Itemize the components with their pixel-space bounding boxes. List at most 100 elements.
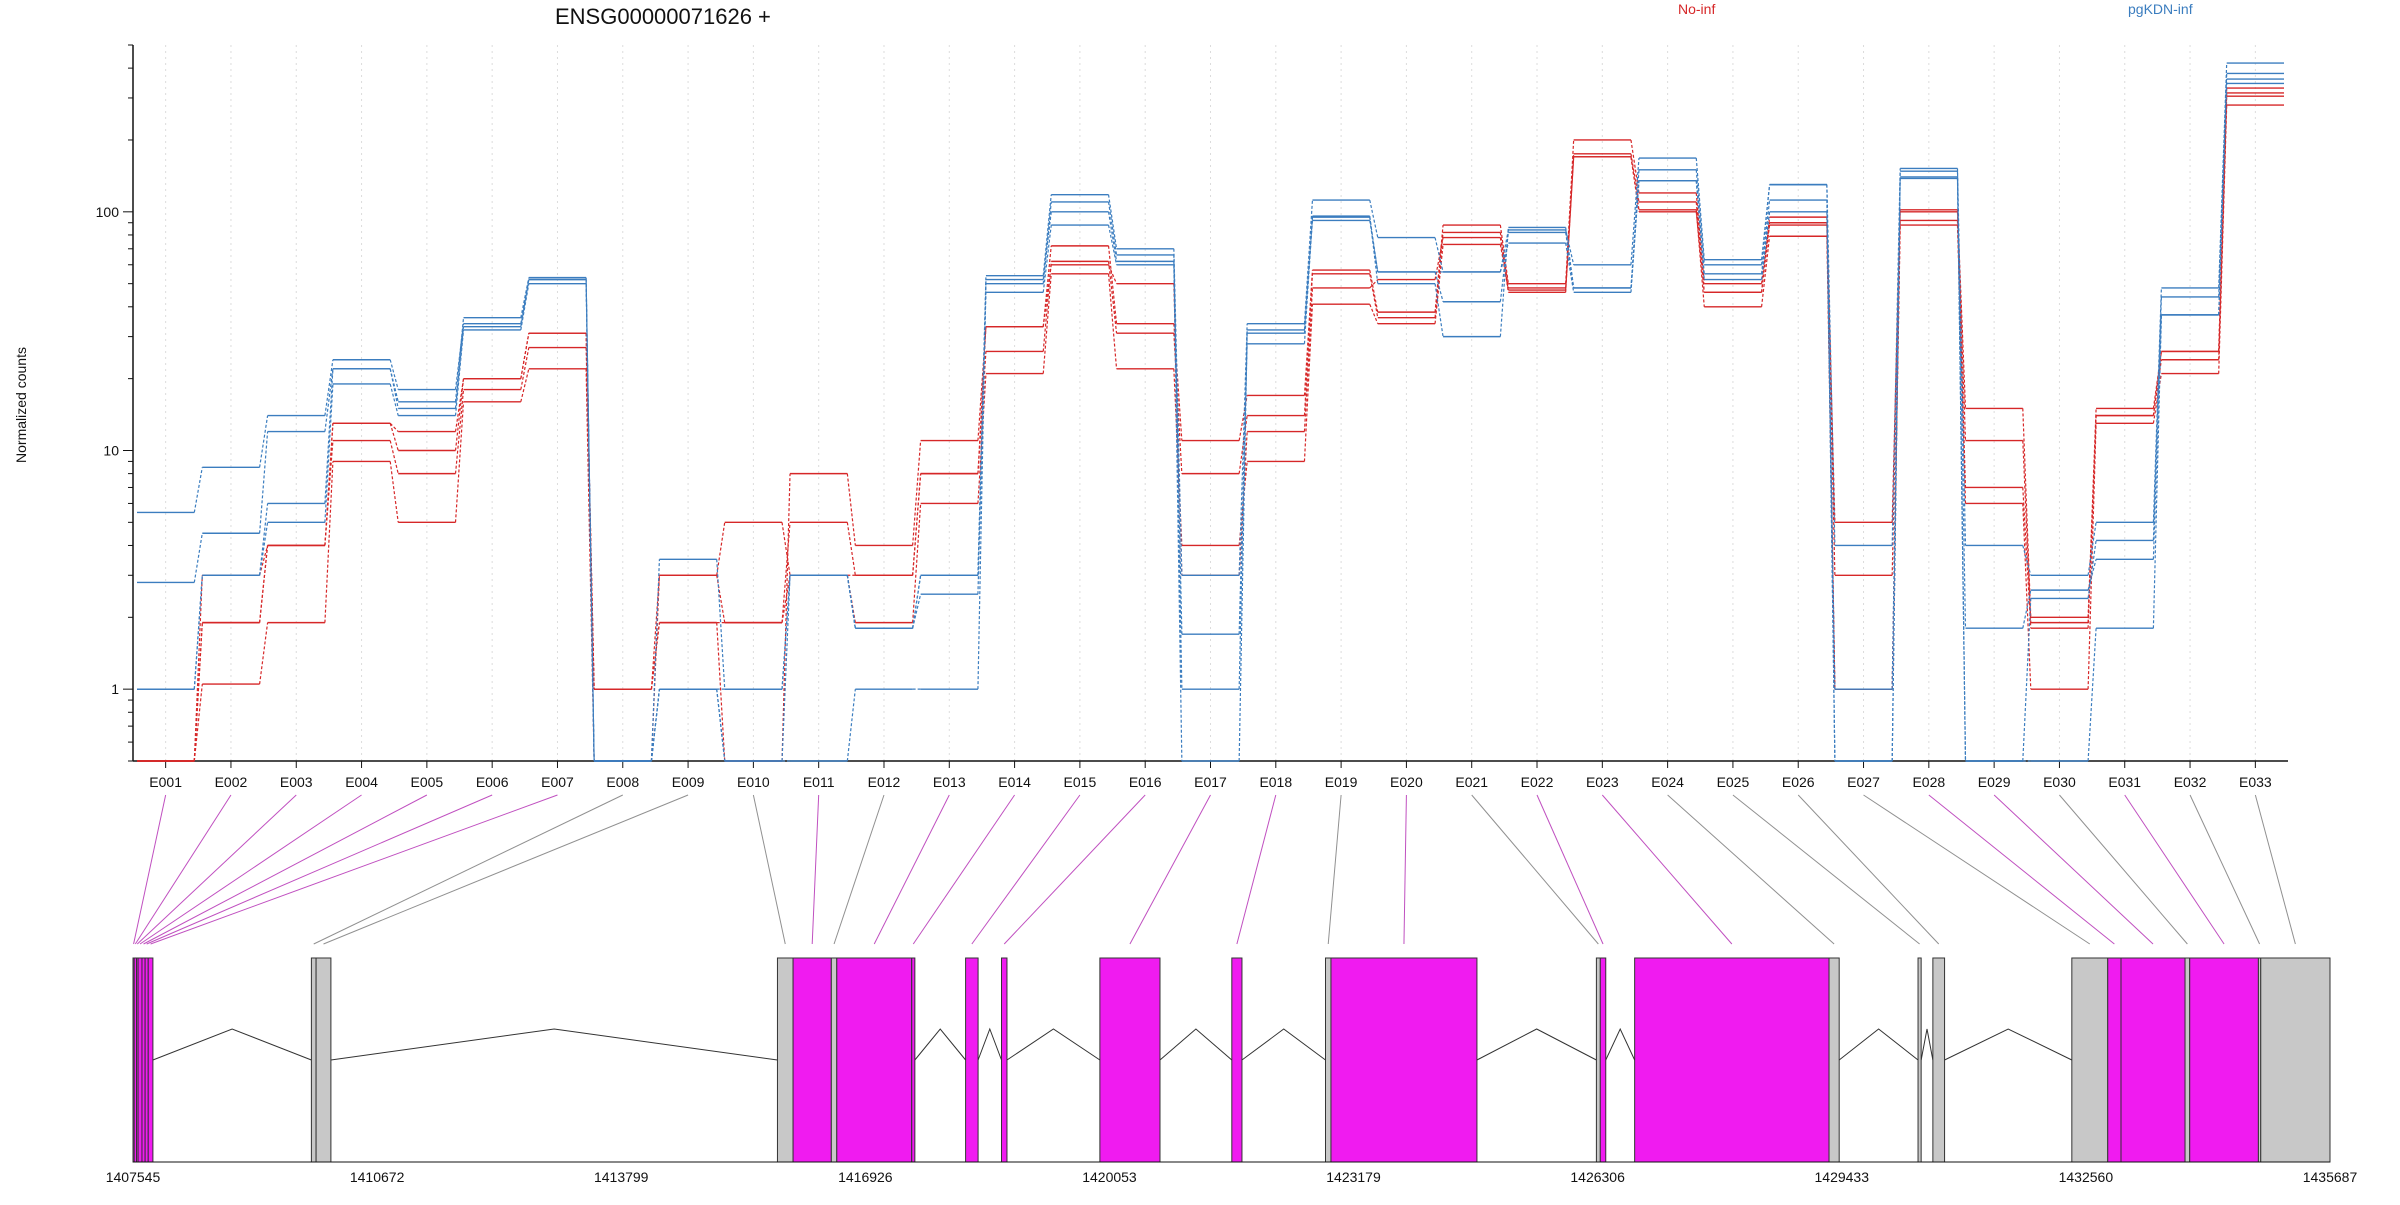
intron-line: [1838, 1028, 1919, 1061]
exon-connector: [139, 794, 362, 945]
exon-connector: [873, 794, 950, 945]
series-transition: [2087, 423, 2097, 690]
exon-box: [1828, 957, 1840, 1163]
exon-connector: [2124, 794, 2225, 945]
series-transition: [1565, 227, 1575, 288]
series-transition: [259, 522, 269, 576]
series-transition: [2022, 545, 2032, 576]
chart-title: ENSG00000071626 +: [555, 4, 771, 29]
series-transition: [1042, 194, 1052, 276]
series-transition: [1173, 264, 1183, 762]
series-transition: [1369, 269, 1379, 313]
x-tick-label: E011: [803, 774, 835, 790]
series-transition: [259, 415, 269, 468]
series-transition: [2087, 415, 2097, 629]
series-transition: [454, 389, 465, 474]
series-transition: [585, 333, 595, 690]
series-transition: [716, 622, 726, 762]
series-transition: [1760, 225, 1771, 293]
series-transition: [650, 559, 661, 762]
x-tick-label: E025: [1717, 774, 1750, 790]
x-tick-label: E007: [541, 774, 574, 790]
exon-connector: [143, 794, 428, 945]
series-transition: [650, 689, 661, 762]
series-transition: [912, 473, 922, 576]
series-transition: [324, 359, 334, 416]
genome-coordinate-label: 1429433: [1815, 1169, 1870, 1185]
exon-connector: [1928, 794, 2115, 945]
exon-box: [147, 957, 154, 1163]
series-transition: [1173, 333, 1183, 474]
exon-connector: [2254, 794, 2296, 945]
x-tick-label: E021: [1455, 774, 1488, 790]
genome-coordinate-label: 1416926: [838, 1169, 893, 1185]
series-transition: [1107, 201, 1118, 255]
series-transition: [912, 575, 922, 629]
series-transition: [781, 575, 791, 690]
exon-connector: [133, 794, 167, 945]
x-tick-label: E031: [2108, 774, 2141, 790]
series-line: [137, 92, 2284, 762]
genome-coordinate-label: 1410672: [350, 1169, 405, 1185]
intron-line: [977, 1027, 1002, 1061]
series-transition: [389, 359, 399, 390]
x-tick-label: E015: [1064, 774, 1097, 790]
series-transition: [846, 689, 856, 762]
exon-box: [2120, 957, 2186, 1163]
exon-connector: [313, 794, 623, 945]
y-tick-label: 100: [96, 204, 120, 220]
series-transition: [1434, 271, 1444, 302]
x-tick-label: E017: [1194, 774, 1227, 790]
intron-line: [1006, 1028, 1101, 1061]
series-transition: [1695, 169, 1705, 265]
series-transition: [1695, 192, 1705, 284]
series-transition: [1042, 273, 1052, 374]
series-transition: [1826, 211, 1836, 690]
series-transition: [454, 323, 465, 390]
x-tick-label: E010: [737, 774, 770, 790]
series-transition: [454, 326, 465, 409]
series-transition: [1695, 211, 1705, 293]
series-transition: [1369, 220, 1379, 273]
exon-connector: [1003, 794, 1146, 945]
exon-connector: [1863, 794, 2091, 945]
exon-box: [1099, 957, 1161, 1163]
exon-box: [1231, 957, 1243, 1163]
series-transition: [912, 594, 922, 629]
exon-connector: [1667, 794, 1835, 945]
series-transition: [2022, 440, 2032, 623]
series-transition: [2152, 314, 2162, 560]
series-transition: [389, 368, 399, 409]
gene-model: 1407545 1410672 1413799 1416926 1420053 14231…: [106, 957, 2357, 1185]
exon-connector: [971, 794, 1081, 945]
y-tick-label: 1: [111, 681, 119, 697]
x-tick-label: E032: [2174, 774, 2207, 790]
exon-connector: [1129, 794, 1211, 945]
x-tick-label: E001: [149, 774, 182, 790]
series-transition: [1238, 333, 1248, 762]
x-tick-label: E014: [998, 774, 1031, 790]
series-transition: [1369, 199, 1379, 238]
series-transition: [716, 522, 726, 576]
series-transition: [259, 545, 269, 623]
exon-box: [911, 957, 916, 1163]
x-tick-label: E029: [1978, 774, 2011, 790]
exon-connector: [1601, 794, 1733, 945]
intron-line: [1920, 1028, 1934, 1061]
x-tick-label: E002: [215, 774, 248, 790]
exon-box: [137, 957, 143, 1163]
series-transition: [1630, 153, 1640, 203]
series-transition: [389, 440, 399, 474]
series-transition: [1107, 264, 1118, 284]
exon-connector: [752, 794, 786, 945]
series-transition: [2087, 415, 2097, 623]
exon-connector: [146, 794, 493, 945]
exon-box: [1330, 957, 1478, 1163]
exon-connector: [134, 794, 232, 945]
exon-box: [2107, 957, 2122, 1163]
series-transition: [389, 422, 399, 433]
series-transition: [259, 622, 269, 685]
exon-connector: [912, 794, 1016, 945]
series-transition: [520, 347, 530, 390]
